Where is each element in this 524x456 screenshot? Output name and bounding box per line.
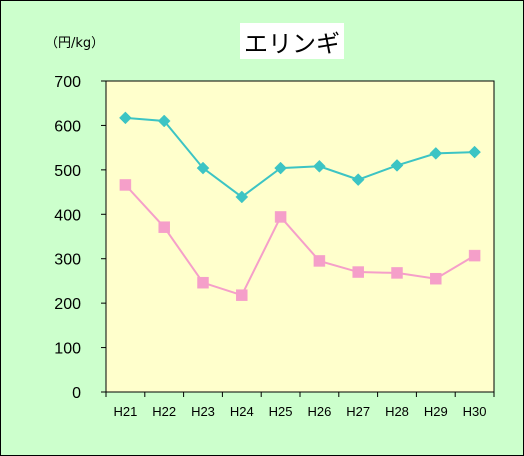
series-1-point (119, 111, 132, 125)
unit-label: （円/kg） (45, 36, 105, 51)
x-tick-label: H24 (230, 404, 254, 419)
series-1-point (196, 161, 210, 175)
y-tick-label: 500 (54, 163, 81, 180)
y-tick-label: 700 (54, 74, 81, 91)
series-2-point (468, 249, 481, 262)
series-2-point (274, 211, 287, 223)
series-2-point (352, 266, 364, 278)
series-2-line (124, 184, 476, 297)
y-tick-label: 200 (54, 296, 81, 313)
series-2-point (119, 179, 132, 191)
x-tick-label: H29 (424, 404, 448, 419)
x-tick-label: H25 (269, 404, 293, 419)
series-2-point (391, 267, 403, 279)
series-1-point (274, 161, 287, 175)
y-tick-label: 0 (72, 385, 81, 402)
x-tick-label: H28 (385, 404, 409, 419)
series-1-point (157, 114, 171, 128)
series-2-point (158, 221, 170, 233)
x-tick-label: H27 (346, 404, 370, 419)
series-2-point (430, 272, 442, 285)
x-tick-label: H21 (113, 404, 137, 419)
y-tick-label: 400 (54, 207, 81, 224)
x-tick-label: H22 (152, 404, 176, 419)
y-tick-label: 100 (54, 341, 81, 358)
series-1-point (351, 173, 365, 186)
chart-title: エリンギ (240, 23, 344, 59)
chart-title-text: エリンギ (244, 29, 340, 58)
series-2-point (236, 289, 248, 301)
plot-area (105, 80, 495, 393)
series-1-point (313, 159, 326, 173)
y-tick-label: 600 (54, 118, 81, 135)
x-tick-label: H26 (307, 404, 331, 419)
series-2-point (313, 255, 326, 267)
series-1-point (235, 190, 249, 204)
x-tick-label: H23 (191, 404, 215, 419)
y-tick-label: 300 (54, 252, 81, 269)
series-1-point (390, 159, 404, 172)
series-2-point (197, 276, 209, 289)
x-tick-label: H30 (463, 404, 487, 419)
series-1-line (125, 116, 475, 199)
series-1-point (468, 145, 481, 159)
series-1-point (429, 147, 443, 160)
